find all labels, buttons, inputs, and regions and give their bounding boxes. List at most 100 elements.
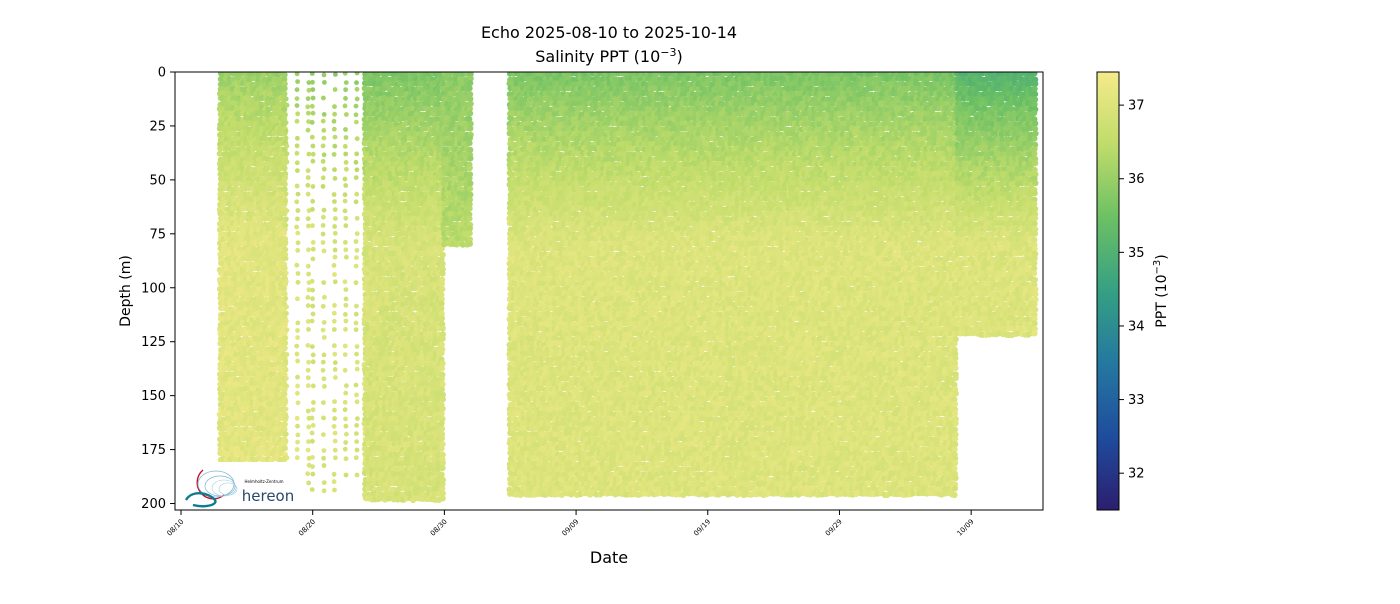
data-point <box>467 125 474 132</box>
data-point <box>321 248 327 254</box>
data-point <box>310 151 316 157</box>
data-point <box>354 72 360 76</box>
data-point <box>229 120 236 127</box>
data-point <box>354 366 360 372</box>
data-point <box>309 134 315 140</box>
data-point <box>333 216 338 221</box>
data-point <box>294 224 299 230</box>
data-point <box>320 303 326 309</box>
data-point <box>438 420 445 427</box>
data-point <box>438 305 445 312</box>
data-point <box>321 280 327 285</box>
data-point <box>321 480 327 485</box>
data-point <box>321 415 326 421</box>
data-point <box>331 152 337 157</box>
data-point <box>305 182 311 188</box>
data-point <box>466 215 473 222</box>
data-point <box>305 408 311 414</box>
data-point <box>294 160 300 166</box>
data-point <box>320 359 326 365</box>
data-point <box>305 127 311 133</box>
data-point <box>343 96 348 101</box>
data-point <box>283 335 289 341</box>
data-point <box>439 286 446 293</box>
data-point <box>320 367 326 373</box>
data-point <box>342 407 348 413</box>
data-point <box>310 352 316 358</box>
data-point <box>295 216 300 222</box>
data-point <box>310 407 316 413</box>
data-point <box>284 352 290 357</box>
data-point <box>353 311 359 317</box>
data-point <box>439 425 446 432</box>
data-point <box>439 495 446 502</box>
data-point <box>353 112 359 118</box>
data-point <box>295 328 300 333</box>
data-point <box>332 367 338 372</box>
data-point <box>343 416 348 422</box>
data-point <box>344 383 349 389</box>
data-point <box>332 224 337 229</box>
data-point <box>283 240 289 245</box>
data-point <box>343 472 349 478</box>
data-point <box>294 103 300 108</box>
data-point <box>343 151 349 157</box>
data-point <box>439 270 446 277</box>
data-point <box>342 198 348 204</box>
data-point <box>310 223 315 229</box>
data-point <box>332 272 337 277</box>
data-point <box>354 351 359 357</box>
data-point <box>305 471 311 477</box>
data-point <box>438 445 445 452</box>
data-point <box>354 215 360 221</box>
data-point <box>353 382 359 388</box>
data-point <box>310 287 315 293</box>
data-point <box>310 455 315 460</box>
data-point <box>332 207 338 213</box>
data-point <box>294 455 300 461</box>
data-point <box>321 400 326 405</box>
data-point <box>284 216 289 222</box>
data-point <box>353 320 359 326</box>
data-point <box>342 446 348 452</box>
data-point <box>332 279 338 285</box>
data-point <box>343 390 349 396</box>
data-point <box>306 424 312 430</box>
data-point <box>320 327 326 333</box>
data-point <box>295 400 301 406</box>
data-point <box>344 112 349 117</box>
data-point <box>343 302 349 308</box>
data-point <box>466 85 473 92</box>
data-point <box>295 279 301 285</box>
data-point <box>294 262 300 268</box>
data-point <box>331 327 337 332</box>
data-point <box>332 407 337 413</box>
data-point <box>438 471 445 478</box>
data-point <box>309 278 315 284</box>
data-point <box>332 447 338 453</box>
data-point <box>283 296 289 301</box>
data-point <box>343 127 348 132</box>
data-point <box>294 199 300 205</box>
data-point <box>342 343 348 349</box>
data-point <box>309 344 315 349</box>
data-point <box>332 199 337 205</box>
data-point <box>354 248 360 253</box>
data-point <box>294 343 300 349</box>
data-point <box>321 448 327 453</box>
data-point <box>353 263 359 269</box>
data-point <box>342 208 348 214</box>
data-point <box>295 135 300 141</box>
data-point <box>310 311 316 317</box>
data-point <box>331 263 337 268</box>
data-point <box>281 290 288 297</box>
data-point <box>310 240 316 245</box>
data-point <box>333 375 338 380</box>
data-point <box>295 358 300 364</box>
data-point <box>438 280 445 287</box>
data-point <box>439 260 446 267</box>
data-point <box>310 246 316 252</box>
data-point <box>332 351 338 357</box>
data-point <box>283 431 289 437</box>
